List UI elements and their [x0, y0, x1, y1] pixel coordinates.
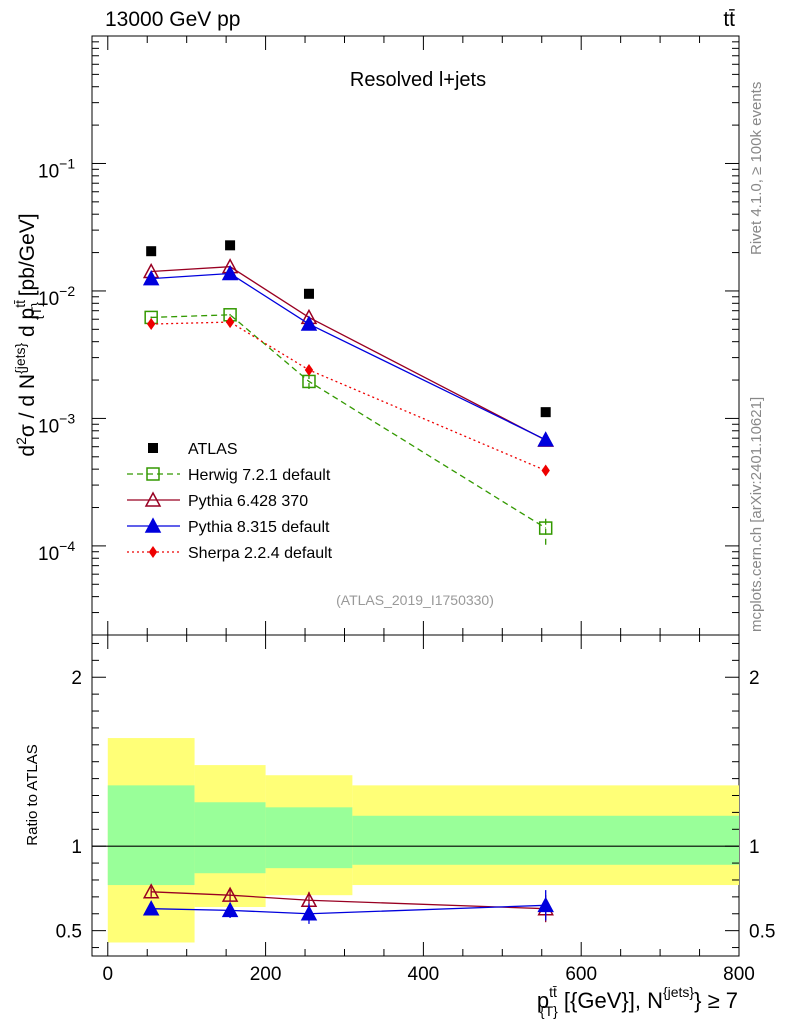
y-tick-label-ratio-right: 2 [749, 668, 760, 689]
legend-label: Pythia 6.428 370 [188, 493, 308, 510]
data-point [225, 316, 235, 329]
main-panel: 10−4 10−3 10−2 10−1 Resolved l+jets (ATLAS_… [38, 35, 740, 636]
ratio-line [151, 904, 546, 915]
legend-label: Herwig 7.2.1 default [188, 467, 331, 484]
x-tick-label: 200 [250, 964, 282, 985]
ratio-point [142, 900, 160, 916]
legend-item: Herwig 7.2.1 default [127, 467, 331, 484]
uncertainty-band-inner [107, 785, 195, 886]
x-axis-label: ptt̄ {T} [{GeV}], N{jets}} ≥ 7 [537, 984, 738, 1019]
y-tick-label-ratio-right: 1 [749, 837, 760, 858]
legend-item: Sherpa 2.2.4 default [127, 545, 333, 562]
data-point [225, 240, 236, 251]
data-point [541, 464, 550, 477]
analysis-id: (ATLAS_2019_I1750330) [336, 592, 494, 608]
data-point [146, 246, 157, 257]
legend-marker [144, 491, 162, 507]
series-atlas [146, 240, 551, 418]
x-tick-label: 0 [102, 964, 113, 985]
data-point [221, 264, 239, 281]
chart-title: Resolved l+jets [350, 69, 486, 91]
ratio-point [142, 883, 160, 899]
ratio-point [537, 896, 554, 913]
series-line [151, 266, 546, 441]
y-tick-label-main: 10−1 [38, 155, 75, 182]
uncertainty-band-inner [265, 807, 353, 869]
ratio-point [221, 886, 239, 902]
legend-marker [146, 467, 160, 481]
energy-label: 13000 GeV pp [105, 8, 240, 31]
ratio-point [300, 905, 318, 921]
y-tick-label-ratio: 1 [71, 837, 82, 858]
y-tick-label-ratio: 0.5 [56, 922, 82, 943]
data-point [304, 363, 314, 376]
y-axis-label-main: d2σ / d N{jets} d ptt̄{T} [pb/GeV] [12, 213, 44, 456]
x-tick-label: 800 [723, 964, 755, 985]
data-point [142, 270, 160, 286]
ratio-series-pythia-8-315-default [142, 890, 554, 924]
data-point [538, 521, 553, 535]
legend-label: Pythia 8.315 default [188, 519, 330, 536]
legend-marker [144, 517, 162, 533]
legend: ATLAS Herwig 7.2.1 default Pythia 6.428 37… [127, 441, 333, 562]
y-tick-label-main: 10−2 [38, 283, 75, 310]
series-pythia-6-428-370 [142, 258, 554, 447]
series-pythia-8-315-default [142, 264, 554, 447]
uncertainty-band-inner [352, 815, 739, 865]
y-tick-label-ratio: 2 [71, 668, 82, 689]
y-tick-label-main: 10−3 [38, 410, 75, 437]
legend-label: ATLAS [188, 441, 238, 458]
y-axis-label-ratio: Ratio to ATLAS [24, 744, 41, 845]
data-point [146, 318, 156, 331]
mcplots-label: mcplots.cern.ch [arXiv:2401.10621] [748, 397, 765, 632]
series-line [151, 272, 546, 441]
legend-label: Sherpa 2.2.4 default [188, 545, 333, 562]
series-sherpa-2-2-4-default [146, 316, 550, 477]
legend-item: ATLAS [148, 441, 238, 458]
x-tick-label: 400 [408, 964, 440, 985]
legend-item: Pythia 6.428 370 [127, 491, 308, 510]
ratio-panel: 0.5 0.5 1 1 2 2 0 200 400 600 800 [56, 634, 775, 985]
y-tick-label-ratio-right: 0.5 [749, 922, 775, 943]
series-line [151, 321, 546, 472]
uncertainty-band-inner [194, 802, 266, 874]
x-tick-label: 600 [565, 964, 597, 985]
legend-item: Pythia 8.315 default [127, 517, 330, 536]
y-tick-label-main: 10−4 [38, 538, 75, 565]
data-point [303, 288, 314, 299]
series-line [151, 314, 547, 529]
rivet-version-label: Rivet 4.1.0, ≥ 100k events [748, 82, 765, 255]
ratio-point [221, 901, 239, 918]
legend-marker [148, 546, 158, 558]
legend-marker [148, 443, 158, 453]
ratio-line [151, 891, 546, 910]
process-label: tt̄ [723, 8, 735, 31]
data-point [537, 431, 554, 447]
data-point [540, 407, 551, 418]
data-point [300, 315, 318, 331]
